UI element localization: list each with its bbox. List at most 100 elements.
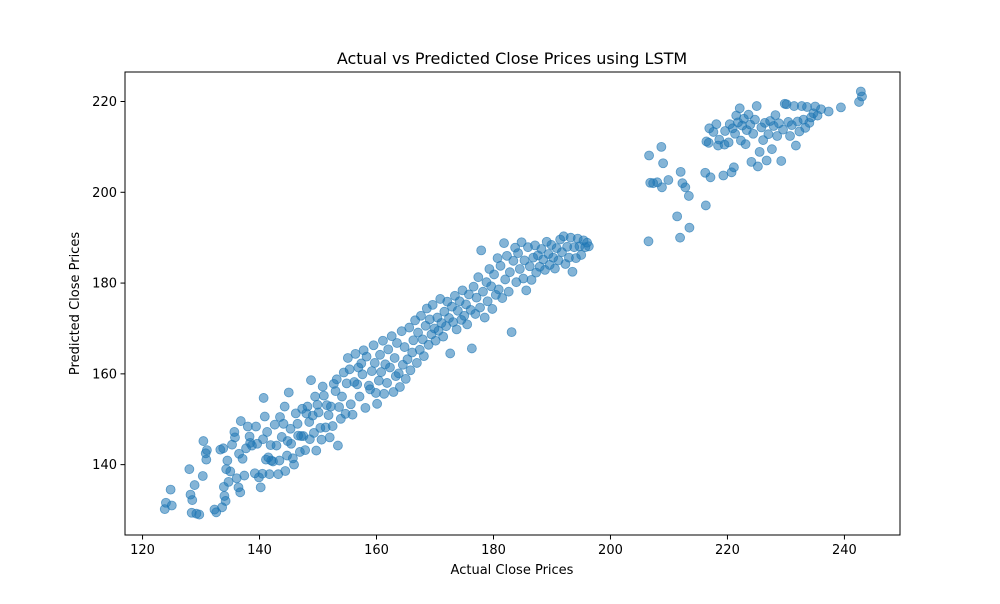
data-point — [400, 373, 411, 384]
data-point — [718, 170, 729, 181]
data-point — [657, 182, 667, 193]
data-point — [675, 232, 685, 243]
data-point — [478, 286, 488, 297]
data-point — [857, 91, 867, 102]
data-point — [475, 302, 485, 313]
data-point — [378, 335, 388, 346]
data-point — [368, 340, 379, 351]
data-point — [323, 410, 334, 421]
data-point — [427, 299, 438, 310]
data-point — [333, 440, 343, 451]
data-point — [644, 150, 654, 161]
data-point — [269, 419, 280, 430]
data-point — [468, 281, 479, 292]
data-point — [748, 128, 759, 139]
data-point — [292, 418, 303, 429]
data-point — [770, 110, 781, 121]
data-point — [279, 401, 290, 412]
data-point — [752, 161, 763, 172]
data-point — [700, 200, 711, 211]
data-point — [675, 166, 686, 177]
data-point — [462, 319, 473, 330]
data-point — [416, 310, 426, 321]
data-point — [369, 358, 380, 368]
data-point — [452, 305, 463, 316]
data-point — [239, 470, 250, 481]
data-point — [772, 131, 783, 141]
data-point — [386, 331, 397, 342]
data-point — [327, 421, 338, 431]
data-point — [309, 427, 319, 438]
data-point — [285, 423, 296, 434]
data-point — [366, 366, 377, 377]
data-point — [166, 500, 177, 511]
data-point — [643, 236, 654, 247]
data-point — [395, 382, 405, 392]
data-point — [763, 129, 774, 140]
x-tick-label: 120 — [130, 543, 155, 558]
data-point — [499, 238, 509, 249]
data-point — [344, 364, 355, 375]
data-point — [823, 106, 834, 117]
data-point — [778, 124, 788, 135]
data-point — [790, 140, 801, 151]
data-point — [280, 466, 291, 476]
data-point — [373, 375, 384, 386]
points-layer — [159, 86, 867, 520]
y-axis-label: Predicted Close Prices — [68, 232, 83, 375]
data-point — [198, 436, 209, 446]
data-point — [508, 255, 519, 266]
data-point — [345, 399, 356, 410]
data-point — [711, 119, 722, 130]
data-point — [743, 109, 754, 120]
data-point — [324, 432, 335, 443]
data-point — [278, 418, 289, 429]
data-point — [526, 274, 537, 285]
data-point — [567, 266, 578, 277]
data-point — [672, 211, 683, 222]
data-point — [201, 454, 212, 465]
data-point — [482, 296, 493, 307]
plot-frame — [124, 71, 901, 536]
data-point — [514, 264, 525, 274]
data-point — [740, 139, 751, 150]
data-point — [703, 137, 714, 148]
data-point — [372, 398, 382, 409]
data-point — [230, 432, 240, 443]
data-point — [331, 374, 342, 385]
data-point — [379, 388, 390, 399]
data-point — [550, 263, 560, 274]
data-point — [750, 114, 760, 125]
data-point — [734, 103, 745, 114]
data-point — [513, 248, 523, 259]
data-point — [350, 348, 361, 359]
data-point — [402, 354, 413, 365]
data-point — [761, 155, 772, 166]
data-point — [497, 293, 508, 303]
data-point — [330, 386, 341, 397]
data-point — [476, 245, 487, 256]
data-point — [705, 172, 716, 183]
data-point — [354, 391, 365, 402]
data-point — [310, 391, 320, 402]
data-point — [218, 443, 229, 454]
data-point — [376, 367, 387, 377]
data-point — [493, 284, 504, 295]
data-point — [317, 381, 328, 392]
data-point — [684, 222, 695, 233]
data-point — [399, 342, 410, 352]
data-point — [516, 237, 527, 248]
data-point — [680, 182, 691, 193]
data-point — [723, 137, 734, 148]
x-tick-label: 160 — [364, 543, 389, 558]
data-point — [388, 387, 399, 397]
data-point — [776, 156, 787, 166]
x-tick-label: 140 — [247, 543, 272, 558]
data-point — [258, 393, 269, 403]
data-point — [325, 401, 336, 412]
data-point — [235, 416, 246, 426]
data-point — [357, 369, 368, 380]
data-point — [361, 351, 372, 362]
y-tick-label: 200 — [92, 186, 117, 201]
chart-title: Actual vs Predicted Close Prices using L… — [337, 49, 687, 68]
